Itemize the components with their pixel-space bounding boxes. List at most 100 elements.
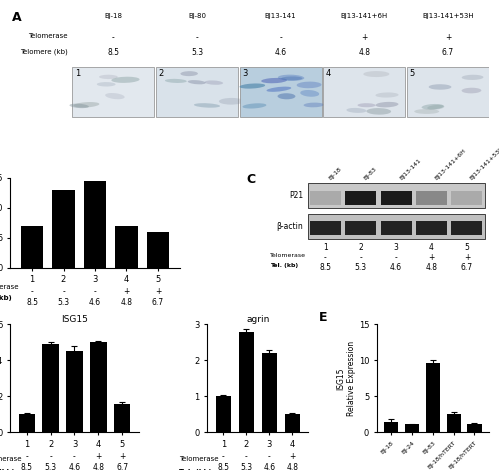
Text: 4.8: 4.8 bbox=[286, 463, 298, 470]
Text: 8.5: 8.5 bbox=[218, 463, 230, 470]
Bar bbox=[452, 221, 483, 235]
Ellipse shape bbox=[357, 103, 376, 107]
Text: +: + bbox=[428, 253, 435, 262]
Bar bbox=[447, 415, 461, 432]
Ellipse shape bbox=[414, 109, 439, 114]
Ellipse shape bbox=[363, 71, 389, 77]
Bar bbox=[52, 190, 75, 268]
Ellipse shape bbox=[429, 84, 452, 90]
Ellipse shape bbox=[219, 98, 244, 105]
Bar bbox=[66, 352, 83, 432]
Text: 4: 4 bbox=[429, 243, 434, 252]
Y-axis label: ISG15
Relative Expression: ISG15 Relative Expression bbox=[336, 341, 356, 416]
Bar bbox=[416, 191, 447, 205]
Bar bbox=[452, 191, 483, 205]
Text: 5: 5 bbox=[465, 243, 470, 252]
Text: Tel. (kb): Tel. (kb) bbox=[0, 469, 14, 470]
Text: C: C bbox=[246, 173, 255, 186]
Ellipse shape bbox=[99, 75, 118, 79]
Ellipse shape bbox=[165, 79, 187, 83]
Text: Telomerase: Telomerase bbox=[28, 33, 67, 39]
Text: 4: 4 bbox=[325, 69, 331, 78]
Ellipse shape bbox=[181, 71, 198, 76]
Text: 5.3: 5.3 bbox=[241, 463, 252, 470]
Text: 4.8: 4.8 bbox=[426, 263, 438, 272]
Bar bbox=[239, 332, 254, 432]
Ellipse shape bbox=[266, 86, 291, 92]
Bar bbox=[216, 396, 232, 432]
Text: 5.3: 5.3 bbox=[57, 298, 69, 307]
Text: 4.6: 4.6 bbox=[89, 298, 101, 307]
Ellipse shape bbox=[303, 102, 324, 107]
Text: +: + bbox=[155, 287, 161, 296]
Bar bbox=[381, 221, 412, 235]
Text: -: - bbox=[94, 287, 96, 296]
Text: Telomerase: Telomerase bbox=[0, 456, 21, 462]
Bar bbox=[284, 415, 300, 432]
Text: 8.5: 8.5 bbox=[319, 263, 331, 272]
Bar bbox=[18, 415, 35, 432]
Ellipse shape bbox=[296, 82, 321, 88]
Text: +: + bbox=[289, 452, 295, 461]
Text: 4.8: 4.8 bbox=[92, 463, 104, 470]
Bar bbox=[310, 191, 341, 205]
Text: 4.8: 4.8 bbox=[358, 48, 370, 57]
Text: BJ13-141+6H: BJ13-141+6H bbox=[434, 148, 467, 181]
Text: -: - bbox=[245, 452, 248, 461]
Text: -: - bbox=[62, 287, 65, 296]
Ellipse shape bbox=[422, 104, 444, 110]
Text: β-actin: β-actin bbox=[276, 222, 303, 231]
Text: 8.5: 8.5 bbox=[107, 48, 119, 57]
Text: BJ13-141+53H: BJ13-141+53H bbox=[422, 13, 474, 19]
Ellipse shape bbox=[73, 102, 99, 108]
Bar bbox=[115, 226, 138, 268]
Text: 6.7: 6.7 bbox=[461, 263, 473, 272]
Text: 1: 1 bbox=[323, 243, 328, 252]
Text: 4.8: 4.8 bbox=[120, 298, 132, 307]
Ellipse shape bbox=[462, 88, 482, 94]
Bar bbox=[345, 221, 376, 235]
Text: BJ-18: BJ-18 bbox=[328, 166, 342, 181]
Text: -: - bbox=[395, 253, 398, 262]
Bar bbox=[405, 424, 419, 432]
Text: BJ13-141: BJ13-141 bbox=[265, 13, 296, 19]
Text: -: - bbox=[279, 33, 282, 42]
Text: 5.3: 5.3 bbox=[355, 263, 367, 272]
Text: Telomerase: Telomerase bbox=[179, 456, 219, 462]
Text: -: - bbox=[196, 33, 199, 42]
Bar bbox=[114, 404, 130, 432]
Text: +: + bbox=[361, 33, 367, 42]
Ellipse shape bbox=[427, 105, 445, 110]
Bar bbox=[20, 226, 43, 268]
Text: E: E bbox=[318, 312, 327, 324]
Text: 5.3: 5.3 bbox=[44, 463, 57, 470]
Text: 5: 5 bbox=[409, 69, 415, 78]
Bar bbox=[42, 344, 59, 432]
Text: +: + bbox=[123, 287, 130, 296]
Text: P21: P21 bbox=[289, 191, 303, 200]
Text: -: - bbox=[268, 452, 271, 461]
Ellipse shape bbox=[243, 103, 266, 109]
Ellipse shape bbox=[346, 108, 366, 113]
Bar bbox=[308, 214, 485, 239]
Title: agrin: agrin bbox=[246, 314, 269, 324]
Bar bbox=[147, 232, 169, 268]
Text: +: + bbox=[445, 33, 451, 42]
Bar bbox=[261, 353, 277, 432]
Bar bbox=[156, 67, 238, 117]
Title: ISG15: ISG15 bbox=[61, 314, 88, 324]
Bar bbox=[84, 180, 106, 268]
Ellipse shape bbox=[462, 75, 484, 80]
Ellipse shape bbox=[261, 78, 287, 83]
Text: -: - bbox=[73, 452, 76, 461]
Text: 8.5: 8.5 bbox=[26, 298, 38, 307]
Bar bbox=[468, 424, 482, 432]
Text: 4.6: 4.6 bbox=[390, 263, 402, 272]
Bar bbox=[381, 191, 412, 205]
Text: +: + bbox=[95, 452, 102, 461]
Text: Tel. (kb): Tel. (kb) bbox=[179, 469, 212, 470]
Text: 3: 3 bbox=[242, 69, 248, 78]
Text: BJ13-141: BJ13-141 bbox=[398, 158, 422, 181]
Ellipse shape bbox=[376, 102, 399, 108]
Text: -: - bbox=[359, 253, 362, 262]
